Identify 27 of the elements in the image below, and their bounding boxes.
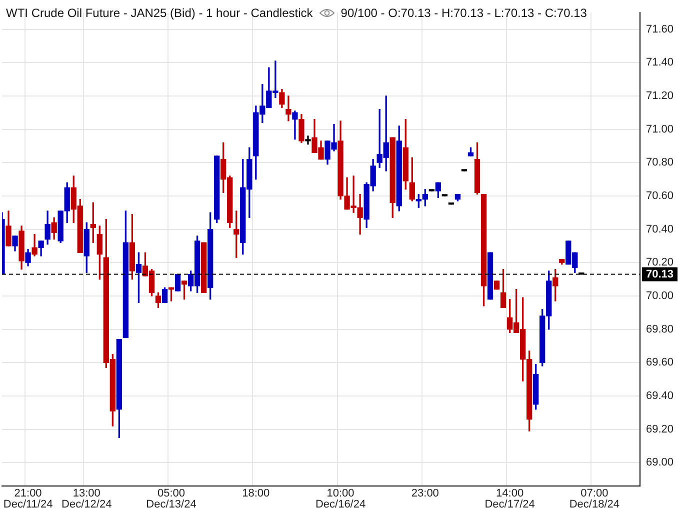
y-tick-label: 71.00 (646, 123, 674, 136)
candlestick (286, 96, 292, 122)
y-tick-label: 71.20 (646, 90, 674, 102)
y-tick-label: 70.00 (646, 290, 674, 302)
x-tick-label: 10:00 Dec/16/24 (315, 488, 366, 511)
x-tick-label: 07:00 Dec/18/24 (569, 488, 620, 511)
y-tick-label: 70.40 (646, 223, 674, 236)
candlestick (292, 110, 298, 140)
chart-subtitle: 90/100 - O:70.13 - H:70.13 - L:70.13 - C:70.13 (340, 6, 587, 20)
y-tick-label: 69.40 (646, 390, 674, 402)
y-tick-label: 69.00 (646, 456, 674, 469)
y-tick-label: 71.60 (646, 23, 674, 36)
x-tick-label: 21:00 Dec/11/24 (3, 488, 53, 511)
chart-title: WTI Crude Oil Future - JAN25 (Bid) - 1 hour - Candlestick (6, 6, 313, 20)
ref-line-label: 70.13 (646, 268, 674, 280)
y-tick-label: 69.80 (646, 323, 674, 336)
y-tick-label: 70.80 (646, 156, 674, 169)
y-tick-label: 70.20 (646, 256, 674, 269)
y-tick-label: 69.60 (646, 356, 674, 369)
x-tick-label: 05:00 Dec/13/24 (146, 488, 196, 511)
x-tick-label: 23:00 (411, 488, 439, 500)
x-tick-label: 13:00 Dec/12/24 (62, 488, 112, 511)
x-tick-label: 14:00 Dec/17/24 (484, 488, 535, 511)
y-tick-label: 71.40 (646, 56, 674, 69)
y-tick-label: 70.60 (646, 190, 674, 202)
x-tick-label: 18:00 (242, 488, 270, 500)
y-tick-label: 69.20 (646, 423, 674, 436)
